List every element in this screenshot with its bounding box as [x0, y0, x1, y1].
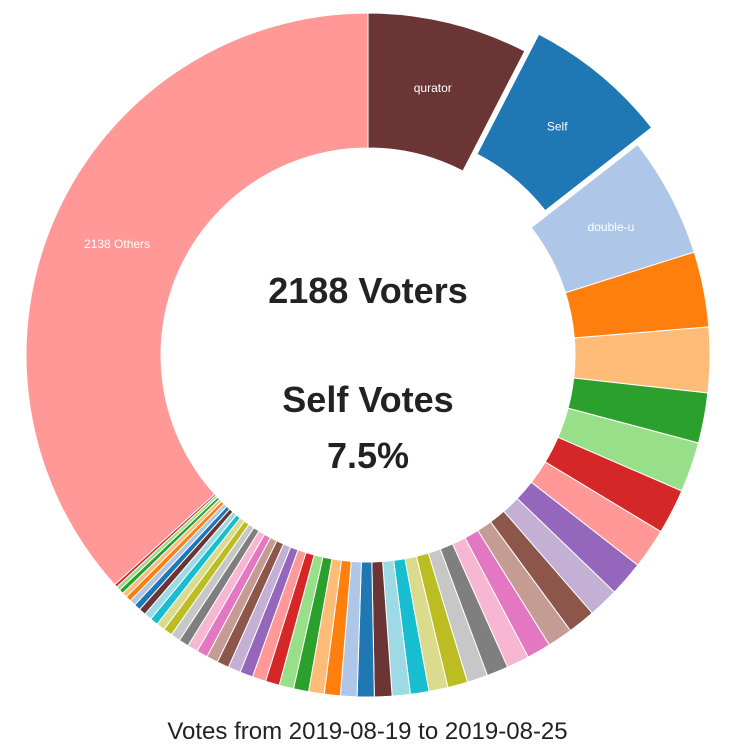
- slice-2138-others[interactable]: [25, 12, 369, 586]
- slice-label-self: Self: [547, 120, 568, 134]
- slice-qurator[interactable]: [367, 12, 526, 172]
- chart-caption: Votes from 2019-08-19 to 2019-08-25: [167, 718, 568, 745]
- slice-label-group: qurator Self double-u 2138 Others: [84, 81, 634, 251]
- slice-label-2138-others: 2138 Others: [84, 237, 150, 251]
- donut-chart: qurator Self double-u 2138 Others 2188 Vote…: [25, 12, 711, 698]
- slice-group: [25, 12, 711, 698]
- voters-count-text: 2188 Voters: [268, 270, 467, 311]
- slice-label-qurator: qurator: [414, 81, 452, 95]
- self-votes-label: Self Votes: [282, 379, 453, 420]
- self-votes-percent: 7.5%: [327, 435, 409, 476]
- slice-self[interactable]: [476, 33, 653, 212]
- slice-label-double-u: double-u: [588, 220, 635, 234]
